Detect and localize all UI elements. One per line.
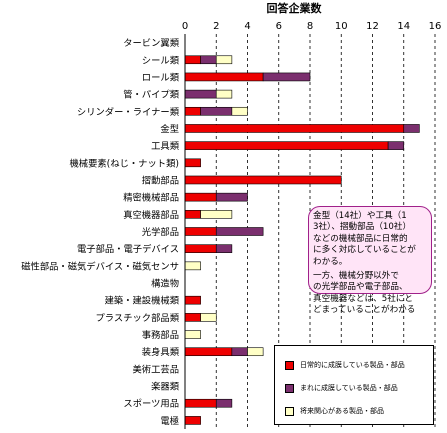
y-axis-labels: タービン翼類シール類ロール類管・パイプ類シリンダー・ライナー類金型工具類機械要素…	[21, 38, 179, 427]
category-label: 美術工芸品	[133, 363, 180, 375]
category-label: 機械要素(ねじ・ナット類)	[69, 157, 179, 169]
bar-segment	[247, 347, 264, 357]
category-label: シリンダー・ライナー類	[77, 106, 180, 118]
bar-segment	[184, 210, 201, 219]
x-tick-label: 2	[213, 21, 219, 32]
bar-segment	[200, 313, 217, 322]
category-label: 建築・建設機械類	[105, 295, 180, 307]
bar-segment	[231, 347, 248, 357]
bar-segment	[200, 210, 233, 219]
category-label: 電子部品・電子デバイス	[77, 243, 179, 255]
x-tick-label: 0	[182, 21, 188, 32]
category-label: 工具類	[151, 141, 180, 152]
category-label: 金型	[160, 123, 179, 135]
bar-segment	[215, 55, 233, 65]
bar-segment	[200, 55, 217, 65]
category-label: 精密機械部品	[123, 192, 179, 204]
x-tick-label: 6	[276, 21, 282, 32]
bar-segment	[215, 89, 233, 99]
bar-segment	[184, 244, 217, 253]
legend-item-regular: 日常的に成膜している製品・部品	[285, 360, 405, 370]
bar-segment	[215, 192, 248, 202]
category-label: 真空機器部品	[123, 209, 179, 221]
x-tick-label: 14	[397, 21, 410, 32]
x-tick-label: 16	[429, 21, 442, 32]
bar-segment	[184, 227, 217, 236]
annotation-paragraph-2: 一方、機械分野以外で の光学部品や電子部品、 真空機器などは、5社にと どまって…	[313, 271, 416, 316]
category-label: 光学部品	[142, 226, 179, 238]
legend-swatch-regular	[285, 360, 294, 370]
category-label: シール類	[142, 55, 180, 66]
legend-item-future: 将来関心がある製品・部品	[285, 406, 384, 416]
bar-segment	[184, 330, 201, 339]
category-label: スポーツ用品	[123, 399, 179, 410]
x-tick-label: 12	[366, 21, 379, 32]
legend-label-rare: まれに成膜している製品・部品	[300, 384, 398, 392]
category-label: タービン翼類	[123, 38, 179, 49]
category-label: 事務部品	[142, 329, 179, 341]
bar-segment	[184, 124, 405, 133]
x-tick-label: 8	[307, 21, 313, 32]
category-label: 摺動部品	[142, 174, 179, 186]
bar-segment	[184, 261, 201, 271]
category-label: ロール類	[142, 72, 180, 83]
annotation-paragraph-1: 金型（14社）や工具（1 3社）、摺動部品（10社） などの機械部品に日常的 に…	[313, 211, 416, 267]
legend-item-rare: まれに成膜している製品・部品	[285, 383, 398, 393]
bar-segment	[184, 89, 217, 99]
annotation-callout: 金型（14社）や工具（1 3社）、摺動部品（10社） などの機械部品に日常的 に…	[308, 206, 432, 315]
legend-swatch-rare	[285, 383, 294, 393]
bar-segment	[184, 416, 201, 425]
bar-segment	[184, 158, 201, 168]
category-label: 楽器類	[151, 381, 180, 393]
category-label: 構造物	[151, 278, 179, 290]
category-label: 管・パイプ類	[123, 89, 179, 101]
bar-segment	[184, 347, 233, 357]
legend-label-future: 将来関心がある製品・部品	[300, 407, 384, 415]
bar-segment	[184, 295, 201, 305]
bar-segment	[184, 398, 217, 408]
bar-segment	[215, 244, 233, 253]
legend: 日常的に成膜している製品・部品 まれに成膜している製品・部品 将来関心がある製品…	[274, 345, 434, 425]
x-axis-ticks: 0 2 4 6 8 10 12 14 16	[182, 21, 442, 32]
bar-segment	[184, 141, 389, 150]
category-label: 装身具類	[142, 346, 180, 358]
category-label: プラスチック部品類	[96, 312, 180, 324]
category-label: 電極	[160, 415, 179, 427]
x-tick-label: 10	[335, 21, 348, 32]
bar-segment	[215, 398, 233, 408]
chart-title: 回答企業数	[267, 1, 323, 15]
bar-segment	[387, 141, 405, 150]
bar-segment	[184, 313, 201, 322]
bar-segment	[403, 124, 420, 133]
legend-label-regular: 日常的に成膜している製品・部品	[300, 361, 405, 369]
bar-segment	[184, 55, 201, 65]
legend-swatch-future	[285, 406, 294, 416]
bar-segment	[231, 106, 248, 116]
bar-segment	[262, 72, 311, 82]
bar-segment	[184, 175, 342, 185]
category-label: 磁性部品・磁気デバイス・磁気センサ	[21, 260, 179, 272]
bar-segment	[215, 227, 264, 236]
x-tick-label: 4	[244, 21, 250, 32]
bar-segment	[184, 192, 217, 202]
bar-segment	[184, 106, 201, 116]
bar-segment	[200, 106, 233, 116]
bars	[184, 55, 420, 425]
bar-segment	[184, 72, 264, 82]
